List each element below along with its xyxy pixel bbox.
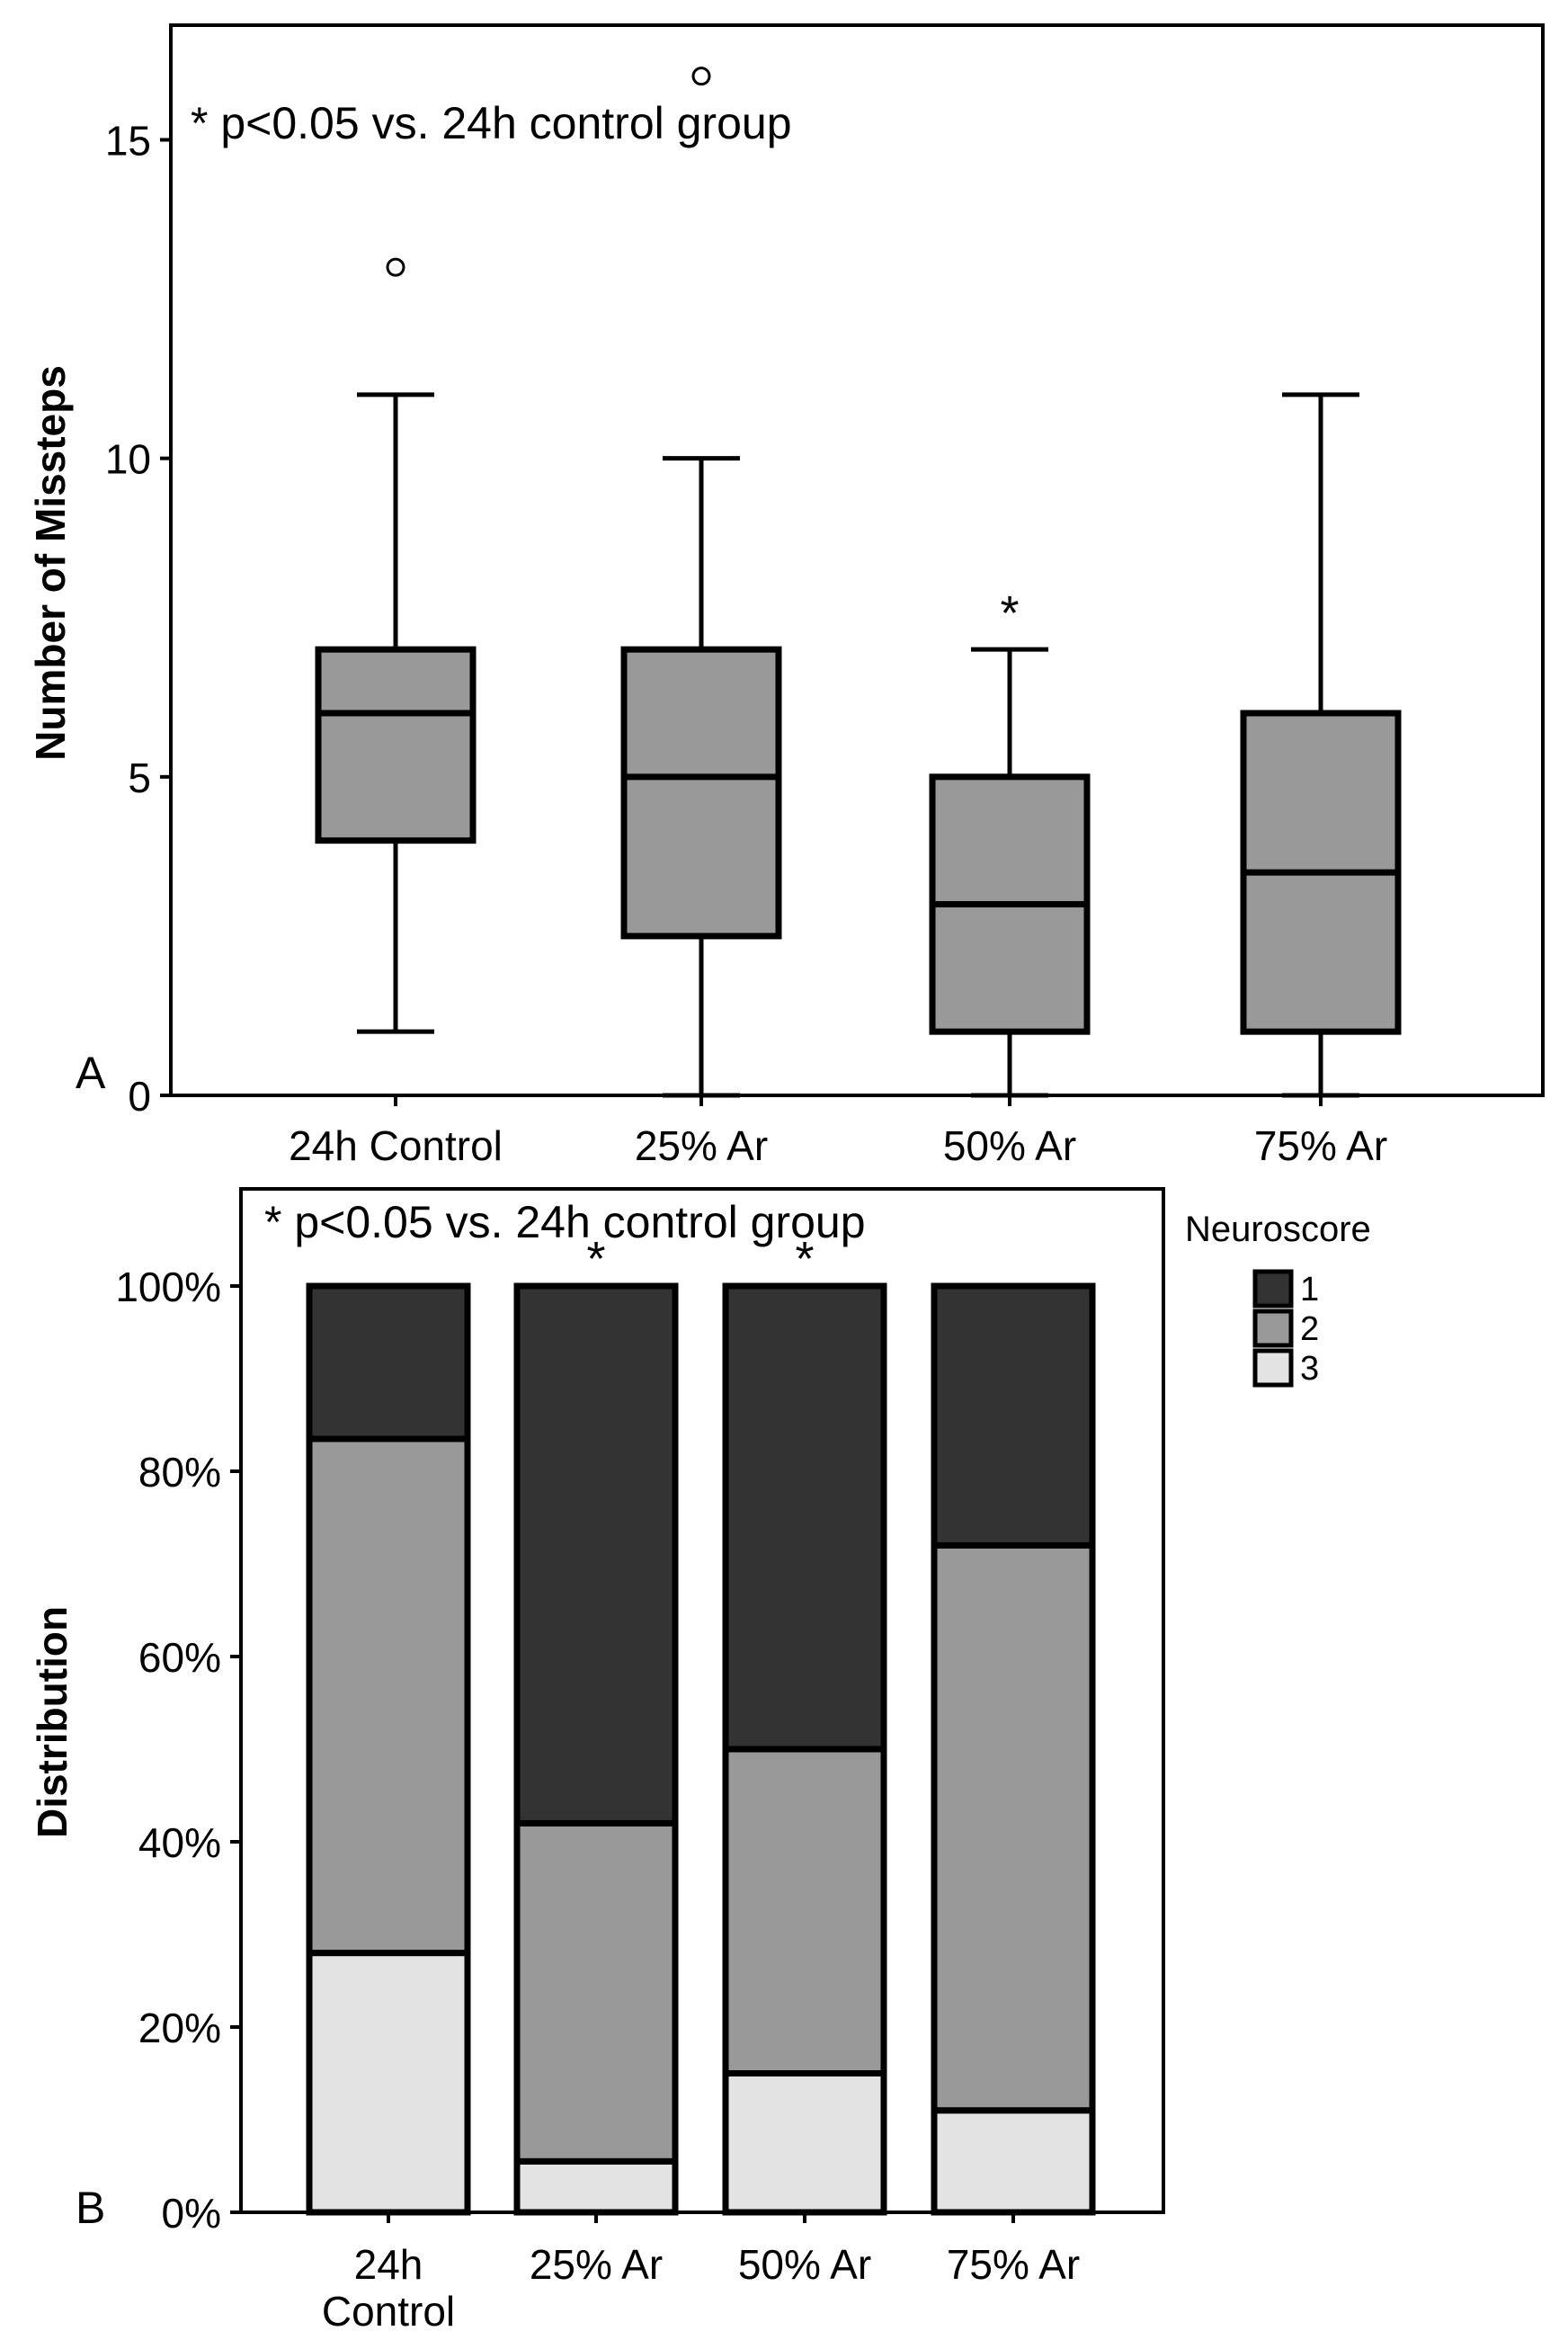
- panel-b-y-tick-label: 60%: [138, 1634, 221, 1681]
- panel-b-x-tick-label: 24h: [354, 2241, 423, 2288]
- panel-b-letter: B: [76, 2183, 105, 2233]
- panel-b-y-tick-label: 40%: [138, 1819, 221, 1866]
- panel-a-boxes: *: [315, 67, 1402, 1098]
- panel-b-y-tick-label: 0%: [162, 2190, 221, 2237]
- panel-a-boxplot: * p<0.05 vs. 24h control group Number of…: [27, 23, 1545, 1169]
- panel-a-letter: A: [76, 1048, 106, 1098]
- legend-label-3: 3: [1300, 1350, 1319, 1388]
- legend-label-2: 2: [1300, 1310, 1319, 1348]
- panel-a-x-tick-label: 50% Ar: [943, 1122, 1076, 1169]
- panel-b-y-ticks: 0% 20% 40% 60% 80% 100%: [115, 1264, 241, 2237]
- panel-b-frame: [239, 1187, 1165, 2214]
- stacked-bar-75-ar: [931, 1282, 1096, 2216]
- bar-segment-neuroscore-3: [722, 2070, 887, 2216]
- stacked-bar-50-ar: *: [722, 1232, 887, 2216]
- bar-segment-neuroscore-3: [513, 2157, 679, 2216]
- panel-a-y-tick-label: 0: [128, 1073, 151, 1120]
- panel-b-x-tick-label: 75% Ar: [947, 2241, 1080, 2288]
- box-25-ar: [620, 67, 782, 1098]
- panel-a-x-tick-label: 24h Control: [289, 1122, 503, 1169]
- legend-title: Neuroscore: [1185, 1210, 1371, 1249]
- panel-a-y-tick-label: 10: [105, 436, 151, 483]
- bar-segment-neuroscore-1: [931, 1282, 1096, 1549]
- box-75-ar: [1240, 392, 1402, 1098]
- panel-a-y-tick-label: 5: [128, 755, 151, 801]
- bar-segment-neuroscore-3: [931, 2107, 1096, 2216]
- panel-a-x-ticks: 24h Control 25% Ar 50% Ar 75% Ar: [289, 1095, 1387, 1169]
- panel-a-x-tick-label: 25% Ar: [635, 1122, 768, 1169]
- stacked-bar-25-ar: *: [513, 1232, 679, 2216]
- bar-segment-neuroscore-2: [513, 1819, 679, 2165]
- panel-b-legend: Neuroscore 123: [1185, 1210, 1371, 1388]
- legend-swatch-2: [1252, 1308, 1294, 1348]
- box-iqr: [620, 646, 782, 940]
- bar-segment-neuroscore-2: [931, 1541, 1096, 2114]
- panel-a-y-axis-label: Number of Missteps: [27, 365, 74, 761]
- box-outlier-point: [386, 257, 405, 277]
- legend-swatch-3: [1252, 1348, 1294, 1388]
- panel-b-x-tick-label: 25% Ar: [530, 2241, 663, 2288]
- box-24h-control: [315, 257, 477, 1034]
- panel-b-y-tick-label: 20%: [138, 2005, 221, 2051]
- bar-segment-neuroscore-3: [306, 1950, 471, 2216]
- bar-segment-neuroscore-1: [306, 1282, 471, 1442]
- panel-b-x-tick-label: 50% Ar: [738, 2241, 871, 2288]
- legend-label-1: 1: [1300, 1271, 1319, 1308]
- legend-swatch-1: [1252, 1269, 1294, 1308]
- bar-segment-neuroscore-2: [722, 1746, 887, 2077]
- box-50-ar: *: [929, 586, 1091, 1098]
- panel-a-x-tick-label: 75% Ar: [1254, 1122, 1387, 1169]
- panel-b-stacked-bar: * p<0.05 vs. 24h control group Distribut…: [29, 1187, 1371, 2335]
- stacked-bar-24h-control: [306, 1282, 471, 2216]
- panel-b-y-tick-label: 100%: [115, 1264, 221, 1310]
- panel-a-y-tick-label: 15: [105, 118, 151, 165]
- significance-marker: *: [586, 1232, 605, 1286]
- bar-segment-neuroscore-1: [513, 1282, 679, 1826]
- panel-b-y-axis-label: Distribution: [29, 1606, 76, 1838]
- panel-a-y-ticks: 0 5 10 15: [105, 118, 171, 1120]
- panel-b-bars: * *: [306, 1232, 1096, 2216]
- box-outlier-point: [691, 67, 711, 86]
- panel-b-y-tick-label: 80%: [138, 1449, 221, 1496]
- panel-a-frame: [169, 23, 1545, 1097]
- bar-segment-neuroscore-2: [306, 1435, 471, 1957]
- panel-b-annotation: * p<0.05 vs. 24h control group: [264, 1197, 866, 1247]
- panel-b-x-tick-label: Control: [322, 2288, 455, 2335]
- box-iqr: [315, 646, 477, 844]
- significance-marker: *: [1000, 586, 1019, 640]
- panel-a-annotation: * p<0.05 vs. 24h control group: [191, 98, 792, 148]
- significance-marker: *: [795, 1232, 814, 1286]
- bar-segment-neuroscore-1: [722, 1282, 887, 1753]
